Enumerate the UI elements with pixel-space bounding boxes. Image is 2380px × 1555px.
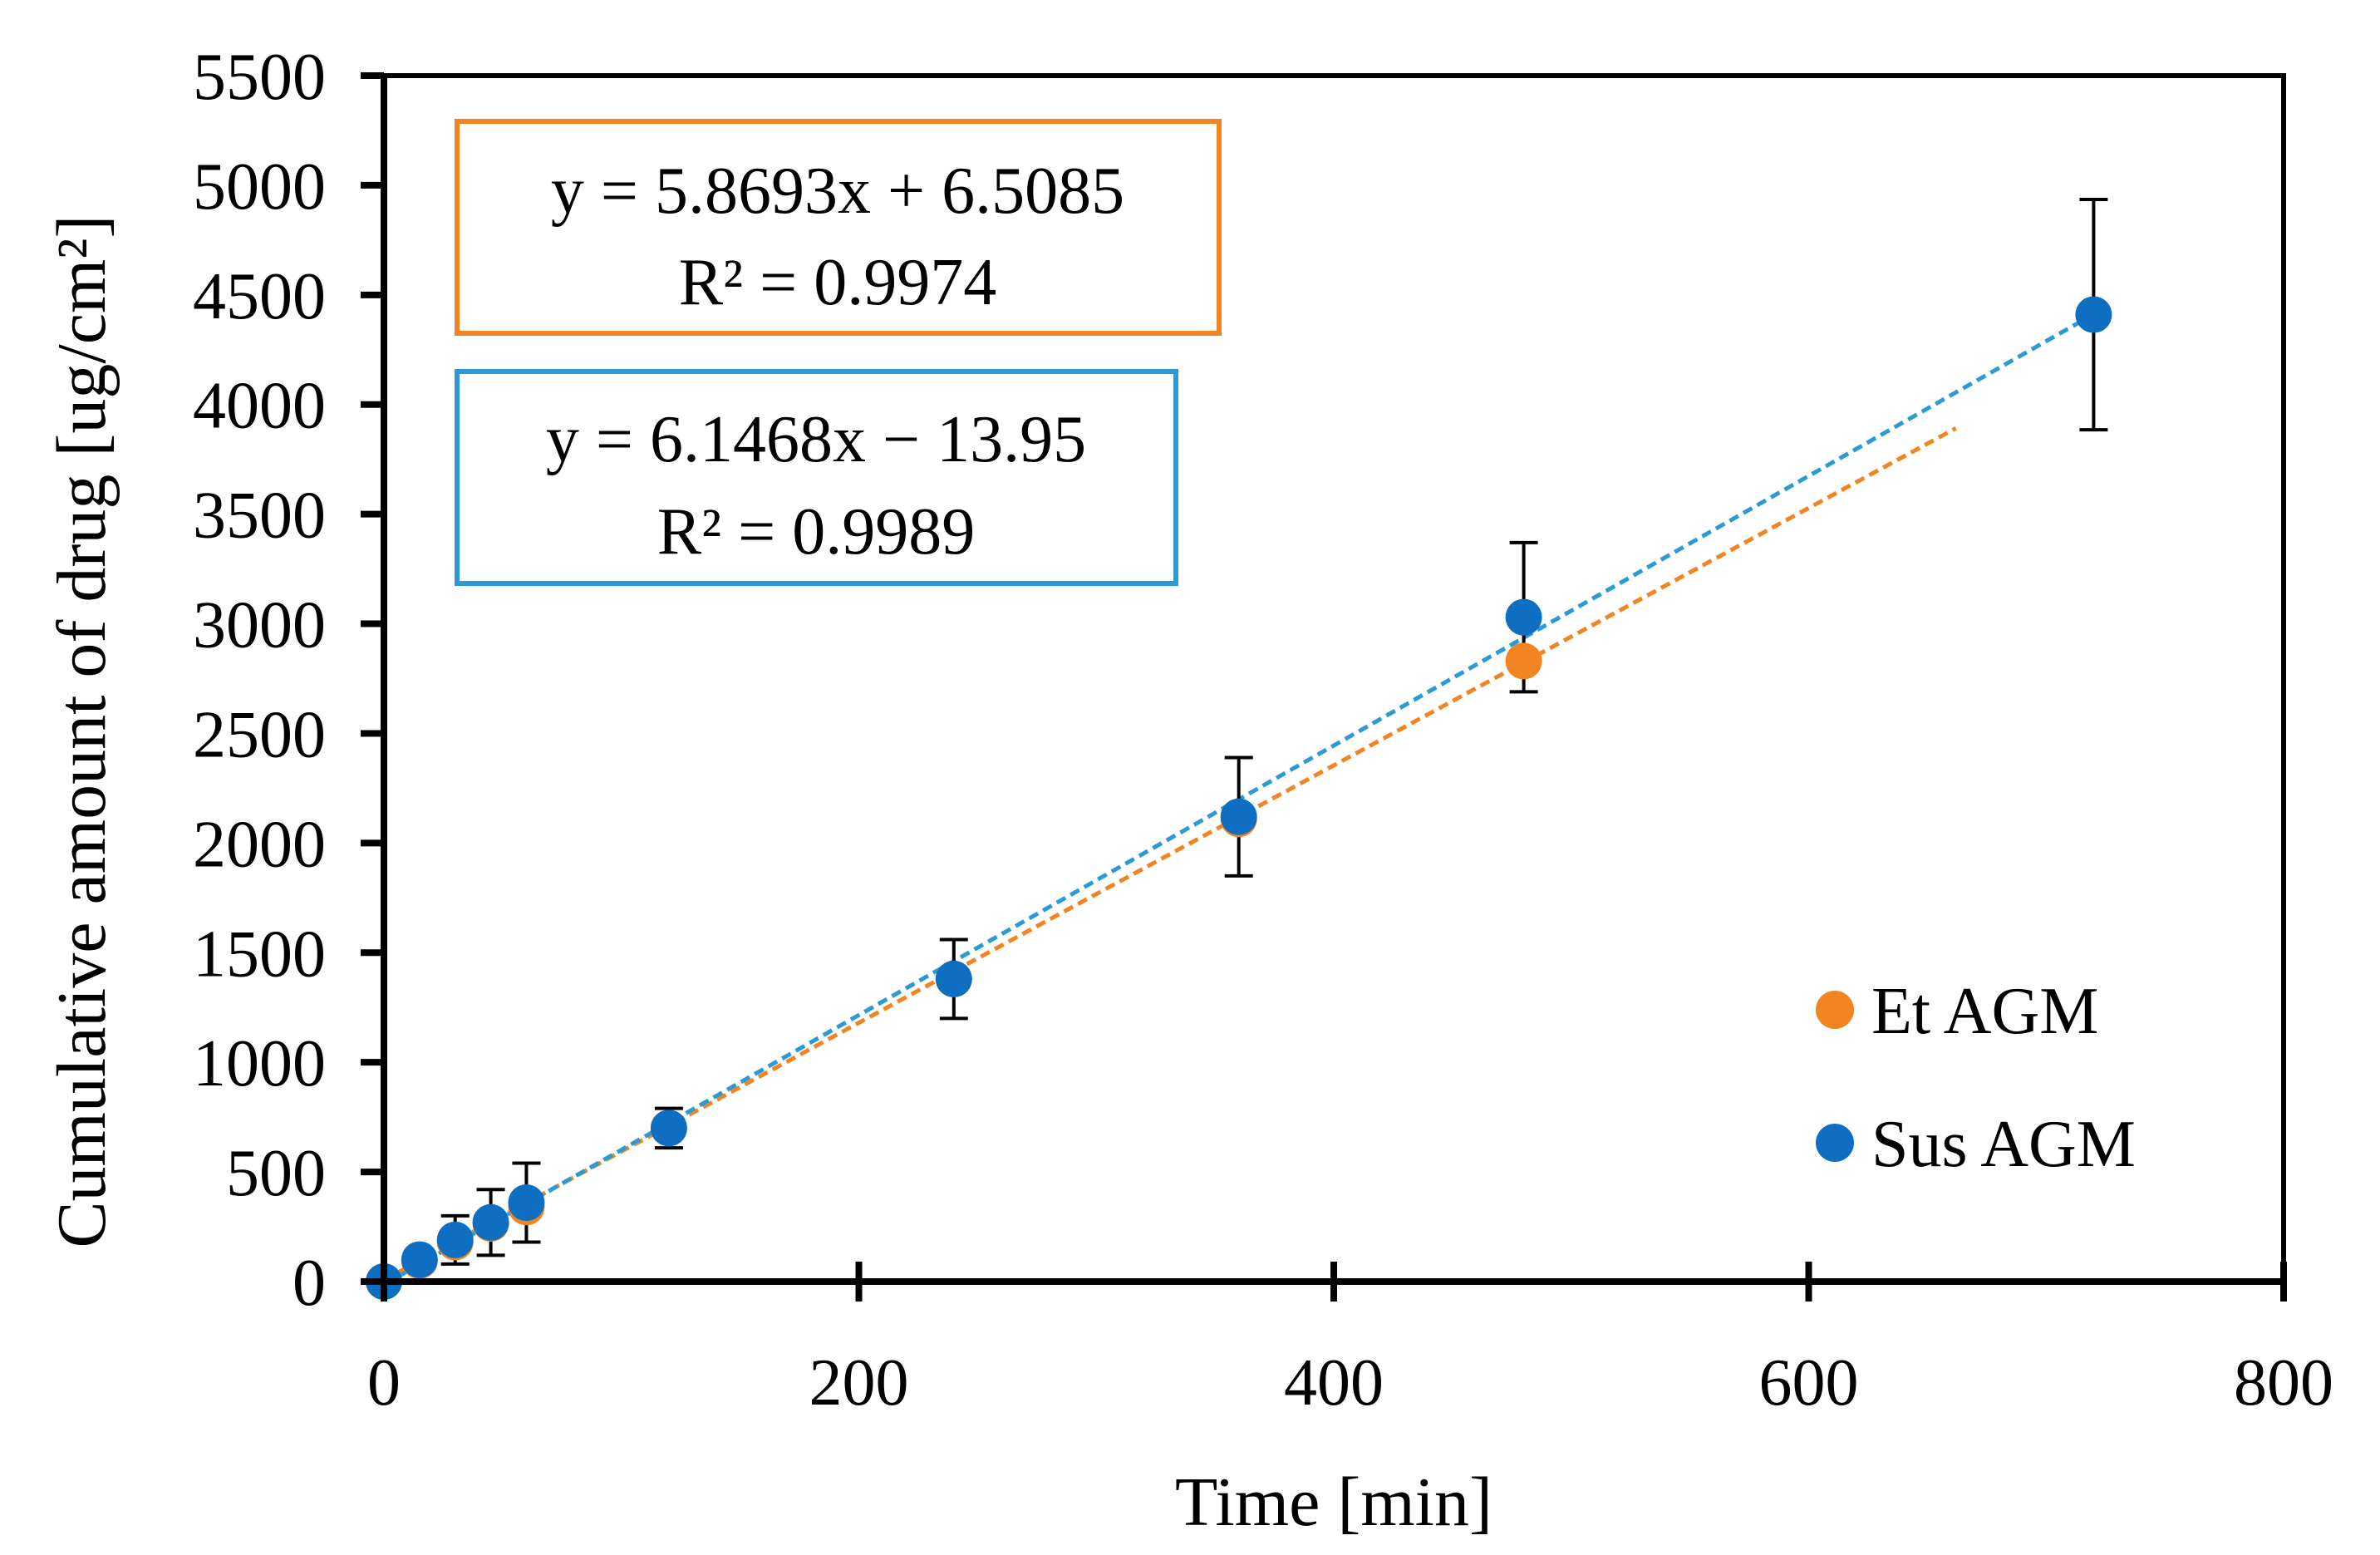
svg-text:Et AGM: Et AGM [1871, 975, 2098, 1048]
y-tick-label: 3000 [193, 589, 326, 662]
data-point-sus-agm [650, 1110, 687, 1147]
data-point-sus-agm [508, 1184, 545, 1222]
x-tick-label: 200 [809, 1346, 909, 1420]
trendline-equation-et-agm: y = 5.8693x + 6.5085 R² = 0.9974 [455, 119, 1222, 336]
legend-marker-sus-agm [1816, 1124, 1854, 1162]
svg-text:y = 6.1468x − 13.95: y = 6.1468x − 13.95 [546, 403, 1086, 476]
x-tick-label: 600 [1759, 1346, 1859, 1420]
y-axis-title: Cumulative amount of drug [ug/cm²] [43, 215, 120, 1248]
legend-item-et-agm: Et AGM [1816, 975, 2098, 1048]
data-point-sus-agm [401, 1241, 438, 1278]
error-bars [405, 198, 2108, 1267]
legend: Et AGM Sus AGM [1816, 975, 2136, 1181]
x-axis-title: Time [min] [1175, 1464, 1492, 1541]
y-tick-label: 5500 [193, 41, 326, 114]
trendline-et-agm [382, 426, 1957, 1282]
y-tick-label: 5000 [193, 150, 326, 224]
data-point-sus-agm [2075, 296, 2112, 333]
y-tick-label: 4500 [193, 260, 326, 333]
data-point-sus-agm [472, 1203, 509, 1241]
svg-text:R² = 0.9974: R² = 0.9974 [679, 246, 996, 319]
axis-ticks: 0 200 400 600 800 0 500 1000 1500 2000 2500 3000 350… [193, 41, 2333, 1420]
svg-text:y = 5.8693x + 6.5085: y = 5.8693x + 6.5085 [551, 155, 1124, 228]
y-tick-label: 0 [293, 1247, 326, 1320]
y-tick-label: 2000 [193, 808, 326, 881]
x-tick-label: 0 [367, 1346, 401, 1420]
x-tick-label: 800 [2234, 1346, 2333, 1420]
y-tick-label: 3500 [193, 480, 326, 553]
data-point-sus-agm [935, 960, 972, 997]
svg-text:Sus AGM: Sus AGM [1871, 1108, 2136, 1181]
y-tick-label: 1000 [193, 1027, 326, 1100]
legend-marker-et-agm [1816, 991, 1854, 1029]
y-tick-label: 500 [226, 1137, 326, 1210]
y-tick-label: 4000 [193, 370, 326, 443]
trendline-equation-sus-agm: y = 6.1468x − 13.95 R² = 0.9989 [455, 369, 1178, 586]
data-point-sus-agm [1505, 598, 1542, 636]
data-point-et-agm [1505, 642, 1542, 680]
y-tick-label: 2500 [193, 698, 326, 771]
svg-text:R² = 0.9989: R² = 0.9989 [657, 495, 975, 568]
x-tick-label: 400 [1284, 1346, 1384, 1420]
legend-item-sus-agm: Sus AGM [1816, 1108, 2136, 1181]
data-point-sus-agm [1220, 798, 1257, 835]
y-tick-label: 1500 [193, 918, 326, 991]
data-point-sus-agm [436, 1221, 474, 1258]
data-points [366, 296, 2112, 1300]
